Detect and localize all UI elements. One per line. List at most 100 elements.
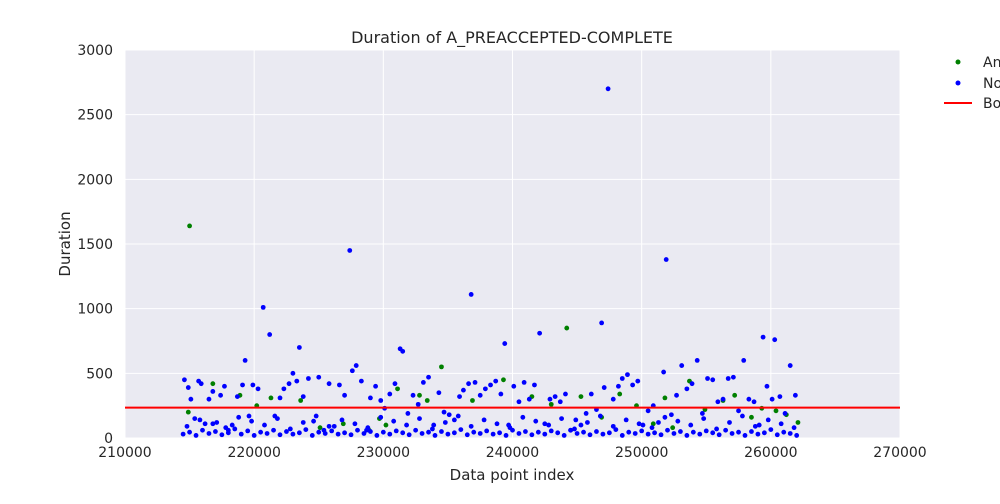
data-point: [782, 411, 788, 416]
data-point: [225, 430, 231, 436]
data-point: [774, 432, 780, 438]
legend-label-an: An: [983, 55, 1000, 71]
legend-label-bo: Bo: [983, 96, 1000, 112]
data-point: [250, 382, 256, 388]
data-point: [391, 418, 397, 424]
data-point: [497, 430, 502, 436]
data-point: [649, 425, 655, 431]
data-point: [482, 386, 488, 392]
data-point: [740, 413, 745, 419]
data-point: [419, 431, 425, 436]
data-point: [606, 430, 612, 436]
y-tick-label: 0: [104, 431, 113, 447]
data-point: [240, 382, 245, 388]
data-points: [180, 86, 801, 438]
data-point: [405, 411, 411, 416]
data-point: [298, 398, 304, 403]
data-point: [703, 428, 709, 434]
data-point: [275, 416, 280, 421]
data-point: [187, 223, 192, 229]
data-point: [340, 421, 346, 427]
data-point: [262, 422, 267, 428]
data-point: [578, 422, 584, 428]
data-point: [662, 395, 668, 401]
data-point: [778, 421, 784, 427]
data-point: [583, 411, 589, 416]
data-point: [193, 433, 199, 438]
data-point: [445, 431, 451, 437]
data-point: [516, 399, 522, 405]
data-point: [619, 433, 625, 438]
data-point: [213, 429, 218, 434]
y-tick-label: 500: [86, 366, 113, 382]
data-point: [670, 425, 676, 431]
data-point: [281, 386, 287, 392]
data-point: [353, 363, 359, 368]
data-point: [410, 392, 416, 398]
data-point: [605, 86, 611, 92]
data-point: [588, 391, 594, 397]
data-point: [251, 433, 257, 438]
data-point: [300, 394, 306, 400]
data-point: [791, 425, 797, 431]
data-point: [180, 431, 186, 437]
data-point: [267, 332, 273, 337]
data-point: [689, 381, 695, 387]
data-point: [214, 420, 220, 425]
data-point: [795, 420, 801, 425]
data-point: [392, 381, 398, 387]
data-point: [600, 431, 606, 437]
data-point: [455, 413, 461, 419]
data-point: [290, 370, 296, 376]
data-point: [736, 429, 741, 435]
data-point: [222, 383, 227, 389]
data-point: [555, 430, 561, 436]
data-point: [322, 431, 328, 436]
data-point: [671, 431, 677, 436]
data-point: [533, 418, 539, 424]
data-point: [232, 426, 238, 432]
data-point: [439, 364, 444, 370]
data-point: [548, 401, 554, 407]
data-point: [764, 383, 770, 389]
data-point: [610, 423, 616, 429]
data-point: [380, 429, 386, 435]
data-point: [326, 423, 332, 429]
data-point: [218, 392, 223, 398]
data-point: [516, 431, 522, 436]
data-point: [787, 363, 793, 368]
data-point: [229, 422, 235, 428]
data-point: [264, 431, 270, 436]
data-point: [572, 426, 577, 432]
data-point: [665, 427, 670, 433]
data-point: [303, 427, 309, 432]
data-point: [521, 379, 527, 385]
data-point: [387, 431, 393, 437]
data-point: [426, 429, 431, 435]
data-point: [187, 429, 192, 435]
data-point: [331, 423, 337, 429]
data-point: [542, 421, 548, 427]
data-point: [271, 427, 276, 433]
data-point: [197, 417, 203, 423]
data-point: [373, 383, 378, 389]
data-point: [537, 330, 543, 336]
data-point: [287, 426, 293, 432]
data-point: [464, 432, 470, 438]
data-point: [640, 422, 646, 428]
data-point: [705, 376, 710, 381]
data-point: [581, 429, 586, 435]
data-point: [674, 392, 679, 398]
data-point: [761, 430, 767, 436]
data-point: [662, 414, 668, 420]
data-point: [378, 414, 384, 420]
data-point: [406, 432, 412, 438]
data-point: [568, 427, 574, 433]
data-point: [736, 408, 741, 414]
data-point: [424, 398, 430, 403]
series-1: [182, 86, 798, 433]
data-point: [296, 345, 302, 350]
data-point: [668, 412, 674, 418]
data-point: [542, 431, 548, 437]
data-point: [755, 431, 761, 437]
